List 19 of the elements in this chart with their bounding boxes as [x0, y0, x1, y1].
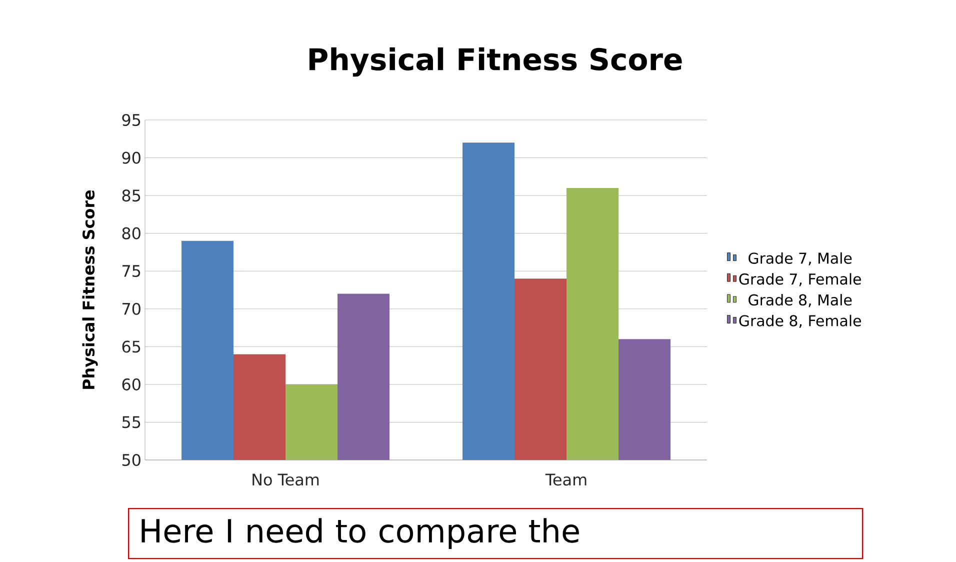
- legend-label: Grade 8, Male: [748, 294, 852, 308]
- legend-label: Grade 7, Male: [748, 252, 852, 266]
- y-tick-label: 95: [122, 114, 140, 126]
- y-tick-label: 80: [122, 227, 140, 240]
- y-tick-label: 50: [122, 454, 140, 466]
- y-axis-title: Physical Fitness Score: [82, 190, 98, 389]
- x-tick-label: No Team: [252, 474, 319, 486]
- y-tick-label: 55: [122, 416, 140, 428]
- legend-label: Grade 7, Female: [739, 273, 861, 286]
- y-tick-label: 65: [122, 340, 140, 353]
- x-tick-label: Team: [545, 474, 586, 486]
- y-tick-label: 70: [122, 302, 140, 315]
- y-tick-label: 75: [122, 265, 140, 278]
- y-tick-label: 85: [122, 190, 140, 202]
- text: Here I need to compare the: [142, 518, 579, 550]
- y-tick-label: 60: [122, 378, 140, 390]
- legend-label: Grade 8, Female: [739, 314, 861, 328]
- chart-title: Physical Fitness Score: [310, 47, 682, 77]
- y-tick-label: 90: [122, 152, 140, 164]
